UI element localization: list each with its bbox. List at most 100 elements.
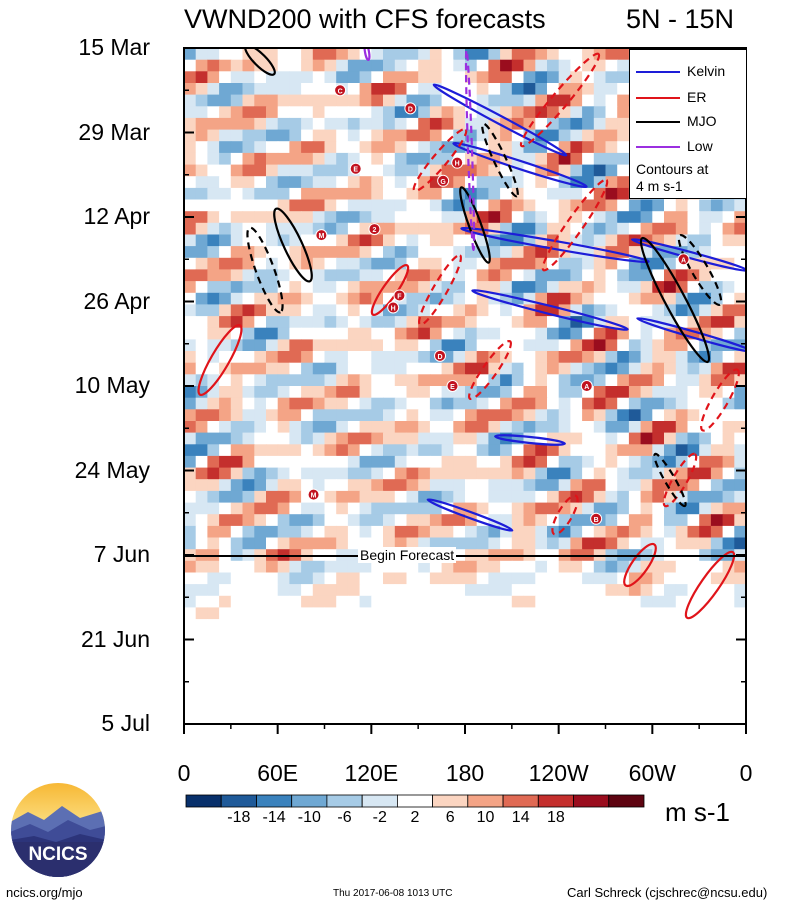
field-cell (394, 654, 408, 667)
field-cell (710, 502, 724, 515)
field-cell (617, 467, 630, 480)
field-cell (219, 257, 232, 271)
field-cell (453, 479, 466, 492)
field-cell (640, 572, 653, 585)
field-cell (570, 421, 583, 434)
field-cell (219, 421, 232, 434)
wave-contour (684, 550, 736, 620)
field-cell (734, 467, 746, 480)
field-cell (184, 316, 197, 329)
field-cell (488, 595, 501, 609)
field-cell (429, 525, 443, 539)
field-cell (582, 152, 595, 166)
field-cell (511, 59, 525, 72)
field-cell (675, 386, 689, 399)
field-cell (699, 467, 712, 480)
field-cell (429, 234, 443, 247)
field-cell (207, 700, 220, 713)
field-cell (523, 327, 536, 340)
field-cell (347, 211, 361, 224)
field-cell (511, 316, 525, 329)
field-cell (640, 490, 653, 504)
field-cell (359, 117, 372, 131)
field-cell (593, 560, 607, 574)
field-cell (254, 292, 267, 306)
field-cell (605, 479, 618, 492)
field-cell (324, 339, 337, 352)
field-cell (500, 712, 513, 724)
field-cell (230, 94, 244, 107)
field-cell (359, 467, 372, 480)
field-cell (453, 362, 466, 375)
field-cell (324, 222, 337, 236)
field-cell (301, 525, 314, 539)
field-cell (324, 234, 337, 247)
field-cell (371, 444, 384, 457)
wave-contour (468, 339, 512, 401)
field-cell (664, 619, 677, 632)
storm-marker-icon (334, 84, 347, 97)
field-cell (511, 689, 525, 702)
field-cell (675, 409, 689, 422)
legend-label: MJO (687, 113, 717, 129)
field-cell (301, 595, 314, 609)
field-cell (219, 619, 232, 632)
field-cell (429, 374, 443, 387)
field-cell (230, 152, 244, 166)
field-cell (394, 397, 408, 410)
field-cell (359, 607, 372, 620)
field-cell (195, 537, 208, 550)
field-cell (523, 700, 536, 713)
field-cell (523, 59, 536, 72)
field-cell (441, 222, 454, 236)
field-cell (664, 607, 677, 620)
legend-note: Contours at 4 m s-1 (636, 161, 708, 195)
field-cell (289, 490, 302, 504)
field-cell (558, 327, 571, 340)
field-cell (371, 83, 384, 96)
field-cell (195, 479, 208, 492)
field-cell (347, 281, 361, 294)
field-cell (242, 386, 255, 399)
field-cell (453, 397, 466, 410)
field-cell (523, 83, 536, 96)
field-cell (195, 689, 208, 702)
field-cell (184, 572, 197, 585)
field-cell (441, 304, 454, 317)
field-cell (582, 689, 595, 702)
field-cell (699, 560, 712, 574)
field-cell (617, 48, 630, 61)
field-cell (359, 677, 372, 690)
field-cell (312, 106, 326, 119)
field-cell (547, 83, 560, 96)
field-cell (336, 514, 349, 527)
field-cell (710, 444, 724, 457)
field-cell (371, 199, 384, 212)
field-cell (511, 654, 525, 667)
field-cell (535, 479, 548, 492)
field-cell (593, 164, 607, 177)
field-cell (324, 409, 337, 422)
field-cell (570, 257, 583, 271)
field-cell (383, 234, 396, 247)
field-cell (687, 292, 700, 306)
field-cell (195, 327, 208, 340)
field-cell (699, 386, 712, 399)
field-cell (687, 712, 700, 724)
field-cell (664, 455, 677, 469)
field-cell (242, 94, 255, 107)
field-cell (219, 490, 232, 504)
field-cell (324, 106, 337, 119)
field-cell (406, 619, 419, 632)
footer-url: ncics.org/mjo (6, 885, 83, 900)
field-cell (195, 152, 208, 166)
field-cell (266, 281, 279, 294)
field-cell (371, 665, 384, 678)
field-cell (476, 257, 489, 271)
field-cell (406, 187, 419, 201)
field-cell (582, 630, 595, 644)
field-cell (523, 630, 536, 644)
storm-label: E (353, 167, 358, 174)
field-cell (558, 187, 571, 201)
field-cell (500, 339, 513, 352)
